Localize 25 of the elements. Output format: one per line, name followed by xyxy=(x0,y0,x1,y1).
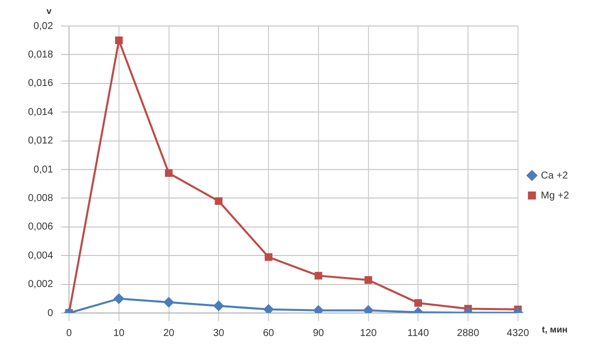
y-tick-label: 0,018 xyxy=(28,49,54,60)
x-tick-label: 4320 xyxy=(506,328,530,339)
x-tick-label: 2880 xyxy=(456,328,480,339)
x-tick-label: 10 xyxy=(113,328,125,339)
y-axis-title: v xyxy=(46,6,52,16)
x-tick-label: 1140 xyxy=(407,328,430,339)
y-tick-label: 0,002 xyxy=(28,279,54,290)
y-tick-label: 0,012 xyxy=(28,136,54,147)
x-tick-label: 0 xyxy=(66,328,72,339)
y-tick-label: 0,016 xyxy=(28,78,54,90)
y-tick-label: 0,014 xyxy=(28,106,54,118)
y-tick-label: 0,01 xyxy=(34,164,54,176)
y-tick-label: 0,004 xyxy=(28,250,54,262)
x-tick-label: 120 xyxy=(360,328,378,339)
x-tick-label: 60 xyxy=(262,328,275,339)
x-tick-label: 30 xyxy=(213,328,225,339)
legend-label: Ca +2 xyxy=(540,170,568,182)
x-axis-title: t, мин xyxy=(542,324,568,334)
y-tick-label: 0,008 xyxy=(28,192,54,204)
y-tick-label: 0 xyxy=(47,308,54,319)
x-tick-label: 20 xyxy=(163,328,175,339)
y-tick-label: 0,02 xyxy=(34,20,54,32)
y-tick-label: 0,006 xyxy=(28,222,54,233)
x-tick-label: 90 xyxy=(312,328,324,339)
legend-label: Mg +2 xyxy=(540,190,570,202)
